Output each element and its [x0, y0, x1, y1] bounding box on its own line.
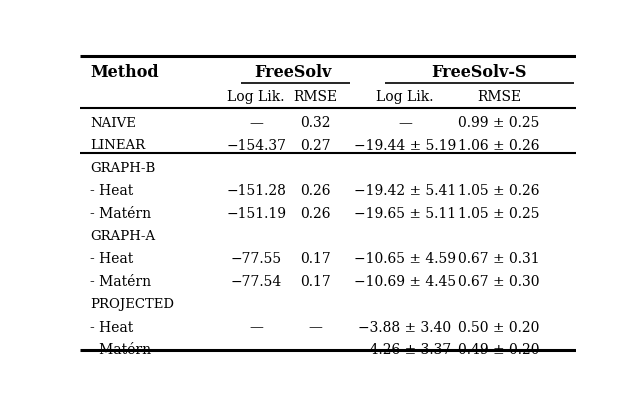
Text: −4.26 ± 3.37: −4.26 ± 3.37 — [358, 343, 451, 357]
Text: −10.69 ± 4.45: −10.69 ± 4.45 — [354, 275, 456, 289]
Text: 0.32: 0.32 — [300, 116, 331, 130]
Text: FreeSolv-S: FreeSolv-S — [431, 64, 527, 81]
Text: 0.17: 0.17 — [300, 275, 331, 289]
Text: GRAPH-B: GRAPH-B — [90, 162, 155, 175]
Text: —: — — [308, 320, 323, 335]
Text: 0.27: 0.27 — [300, 139, 331, 153]
Text: −10.65 ± 4.59: −10.65 ± 4.59 — [354, 252, 456, 266]
Text: −19.42 ± 5.41: −19.42 ± 5.41 — [354, 184, 456, 198]
Text: 0.67 ± 0.31: 0.67 ± 0.31 — [458, 252, 540, 266]
Text: Log Lik.: Log Lik. — [227, 90, 285, 104]
Text: Method: Method — [90, 64, 159, 81]
Text: −77.54: −77.54 — [230, 275, 282, 289]
Text: −151.19: −151.19 — [226, 207, 286, 221]
Text: —: — — [398, 116, 412, 130]
Text: −154.37: −154.37 — [226, 139, 286, 153]
Text: - Heat: - Heat — [90, 252, 133, 266]
Text: 0.50 ± 0.20: 0.50 ± 0.20 — [458, 320, 540, 335]
Text: −19.44 ± 5.19: −19.44 ± 5.19 — [354, 139, 456, 153]
Text: —: — — [249, 320, 263, 335]
Text: 0.26: 0.26 — [300, 207, 331, 221]
Text: - Heat: - Heat — [90, 320, 133, 335]
Text: —: — — [249, 116, 263, 130]
Text: - Matérn: - Matérn — [90, 207, 151, 221]
Text: 0.99 ± 0.25: 0.99 ± 0.25 — [458, 116, 540, 130]
Text: −3.88 ± 3.40: −3.88 ± 3.40 — [358, 320, 451, 335]
Text: PROJECTED: PROJECTED — [90, 298, 174, 311]
Text: 0.49 ± 0.20: 0.49 ± 0.20 — [458, 343, 540, 357]
Text: - Heat: - Heat — [90, 184, 133, 198]
Text: —: — — [249, 343, 263, 357]
Text: −151.28: −151.28 — [226, 184, 286, 198]
Text: 1.05 ± 0.26: 1.05 ± 0.26 — [458, 184, 540, 198]
Text: 1.06 ± 0.26: 1.06 ± 0.26 — [458, 139, 540, 153]
Text: RMSE: RMSE — [294, 90, 338, 104]
Text: −19.65 ± 5.11: −19.65 ± 5.11 — [354, 207, 456, 221]
Text: RMSE: RMSE — [477, 90, 521, 104]
Text: LINEAR: LINEAR — [90, 139, 145, 152]
Text: 0.67 ± 0.30: 0.67 ± 0.30 — [458, 275, 540, 289]
Text: - Matérn: - Matérn — [90, 275, 151, 289]
Text: NAIVE: NAIVE — [90, 117, 136, 130]
Text: 0.26: 0.26 — [300, 184, 331, 198]
Text: FreeSolv: FreeSolv — [255, 64, 332, 81]
Text: - Matérn: - Matérn — [90, 343, 151, 357]
Text: —: — — [308, 343, 323, 357]
Text: Log Lik.: Log Lik. — [376, 90, 434, 104]
Text: 0.17: 0.17 — [300, 252, 331, 266]
Text: GRAPH-A: GRAPH-A — [90, 230, 155, 243]
Text: 1.05 ± 0.25: 1.05 ± 0.25 — [458, 207, 540, 221]
Text: −77.55: −77.55 — [230, 252, 282, 266]
